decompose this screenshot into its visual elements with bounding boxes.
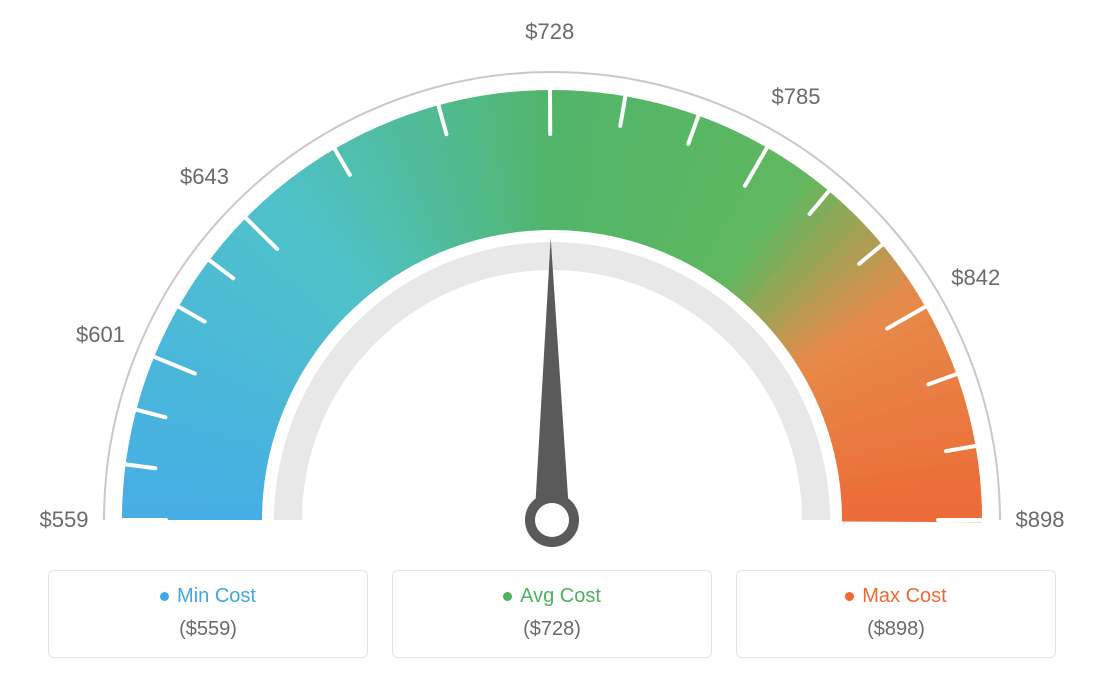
gauge-svg [0,0,1104,560]
legend-value: ($728) [403,618,701,641]
legend-dot-icon [845,592,854,601]
gauge-tick-label: $643 [180,164,229,190]
legend-title: Max Cost [845,585,946,608]
gauge-tick-label: $842 [951,265,1000,291]
legend-dot-icon [503,592,512,601]
cost-gauge: $559 $601 $643 $728 $785 $842 $898 [0,0,1104,560]
legend-row: Min Cost ($559) Avg Cost ($728) Max Cost ($89… [0,570,1104,658]
legend-title: Avg Cost [503,585,601,608]
legend-value: ($559) [59,618,357,641]
legend-dot-icon [160,592,169,601]
legend-card: Avg Cost ($728) [392,570,712,658]
gauge-tick-label: $601 [76,322,125,348]
legend-title-text: Avg Cost [520,585,601,608]
gauge-tick-label: $728 [525,19,574,45]
legend-title-text: Min Cost [177,585,256,608]
gauge-tick-label: $559 [40,507,89,533]
legend-value: ($898) [747,618,1045,641]
gauge-needle [534,238,569,523]
legend-title: Min Cost [160,585,256,608]
gauge-tick-label: $898 [1016,507,1065,533]
legend-title-text: Max Cost [862,585,946,608]
gauge-tick-label: $785 [772,84,821,110]
legend-card: Max Cost ($898) [736,570,1056,658]
legend-card: Min Cost ($559) [48,570,368,658]
gauge-hub [530,498,574,542]
